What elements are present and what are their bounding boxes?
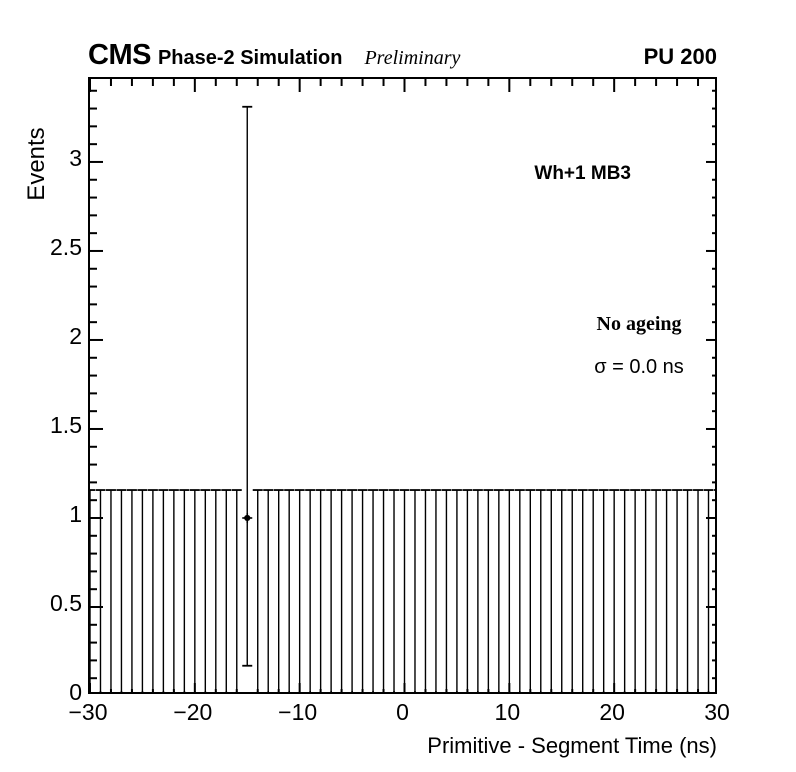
resolution-annotation: σ = 0.0 ns: [594, 356, 684, 378]
data-point-marker: [644, 691, 647, 692]
y-axis-tick-labels: 0 0.5 1 1.5 2 2.5 3: [8, 0, 82, 772]
data-point-marker: [256, 691, 259, 692]
x-tick-label: 10: [494, 699, 521, 725]
data-point-marker: [707, 691, 710, 692]
y-tick-label: 1.5: [50, 411, 82, 438]
data-point-marker: [393, 691, 395, 692]
ageing-annotation: No ageing: [596, 313, 682, 335]
data-point-marker: [623, 691, 626, 692]
data-point-marker: [277, 691, 280, 692]
data-point-marker: [162, 691, 165, 692]
data-point-marker: [714, 691, 717, 694]
plot-frame: Wh+1 MB3 No ageing σ = 0.0 ns: [88, 77, 717, 694]
data-point-marker: [560, 691, 563, 692]
cms-logo-text: CMS: [88, 39, 151, 71]
data-point-marker: [655, 691, 657, 692]
data-point-marker: [634, 691, 636, 692]
data-point-marker: [487, 691, 490, 692]
data-point-marker: [173, 691, 175, 692]
data-point-marker: [445, 691, 448, 692]
sample-label: Wh+1 MB3: [534, 163, 631, 184]
data-point-marker: [235, 691, 238, 692]
x-tick-label: −20: [173, 699, 213, 725]
plot-area: [90, 79, 717, 694]
data-point-marker: [110, 691, 112, 692]
data-point-marker: [529, 691, 532, 692]
data-point-marker: [215, 691, 217, 692]
data-point-marker: [414, 691, 416, 692]
data-point-marker: [498, 691, 500, 692]
data-point-marker: [225, 691, 228, 692]
data-point-marker: [592, 691, 595, 692]
header-pileup: PU 200: [643, 44, 717, 69]
header-subtitle: Phase-2 Simulation: [157, 47, 343, 69]
y-tick-label: 2.5: [50, 233, 82, 260]
data-point-marker: [152, 691, 154, 692]
data-point-marker: [340, 691, 343, 692]
data-point-marker: [456, 691, 458, 692]
data-point-marker: [183, 691, 186, 692]
data-point-marker: [466, 691, 469, 692]
data-point-marker: [204, 691, 207, 692]
header-status: Preliminary: [364, 47, 461, 69]
data-point-marker: [120, 691, 123, 692]
data-point-marker: [382, 691, 385, 692]
data-point-marker: [319, 691, 322, 692]
data-point-marker: [581, 691, 584, 692]
data-point-marker: [298, 691, 301, 692]
data-point-marker: [330, 691, 332, 692]
data-point-marker: [242, 512, 253, 523]
x-tick-label: −10: [278, 699, 318, 725]
data-point-marker: [676, 691, 678, 692]
y-tick-label: 1: [69, 500, 82, 527]
data-point-marker: [613, 691, 615, 692]
data-point-marker: [435, 691, 437, 692]
data-point-marker: [697, 691, 699, 692]
data-point-marker: [194, 691, 196, 692]
data-point-marker: [665, 691, 668, 692]
data-point-marker: [571, 691, 574, 692]
data-point-marker: [519, 691, 521, 692]
data-point-marker: [539, 691, 542, 692]
data-point-marker: [351, 691, 353, 692]
data-point-marker: [288, 691, 290, 692]
data-point-marker: [477, 691, 479, 692]
data-point-marker: [99, 691, 102, 692]
plot-header: CMS Phase-2 Simulation Preliminary PU 20…: [88, 41, 717, 71]
x-axis-title: Primitive - Segment Time (ns): [427, 733, 717, 758]
x-tick-label: 20: [599, 699, 625, 725]
y-tick-label: 0: [69, 679, 82, 705]
data-point-marker: [361, 691, 364, 692]
data-point-marker: [372, 691, 374, 692]
data-point-marker: [141, 691, 144, 692]
data-point-marker: [686, 691, 689, 692]
data-point-marker: [550, 691, 553, 692]
data-point-marker: [267, 691, 270, 692]
y-tick-label: 0.5: [50, 589, 82, 616]
data-point-marker: [508, 691, 511, 692]
y-tick-label: 2: [69, 322, 82, 349]
x-tick-label: 30: [704, 699, 730, 725]
y-tick-label: 3: [69, 144, 82, 171]
data-point-marker: [424, 691, 427, 692]
x-tick-label: −30: [68, 699, 108, 725]
data-point-marker: [403, 691, 406, 692]
x-tick-label: 0: [396, 699, 409, 725]
data-point-marker: [309, 691, 311, 692]
data-point-marker: [602, 691, 605, 692]
data-point-marker: [131, 691, 133, 692]
data-point-marker: [90, 691, 91, 692]
